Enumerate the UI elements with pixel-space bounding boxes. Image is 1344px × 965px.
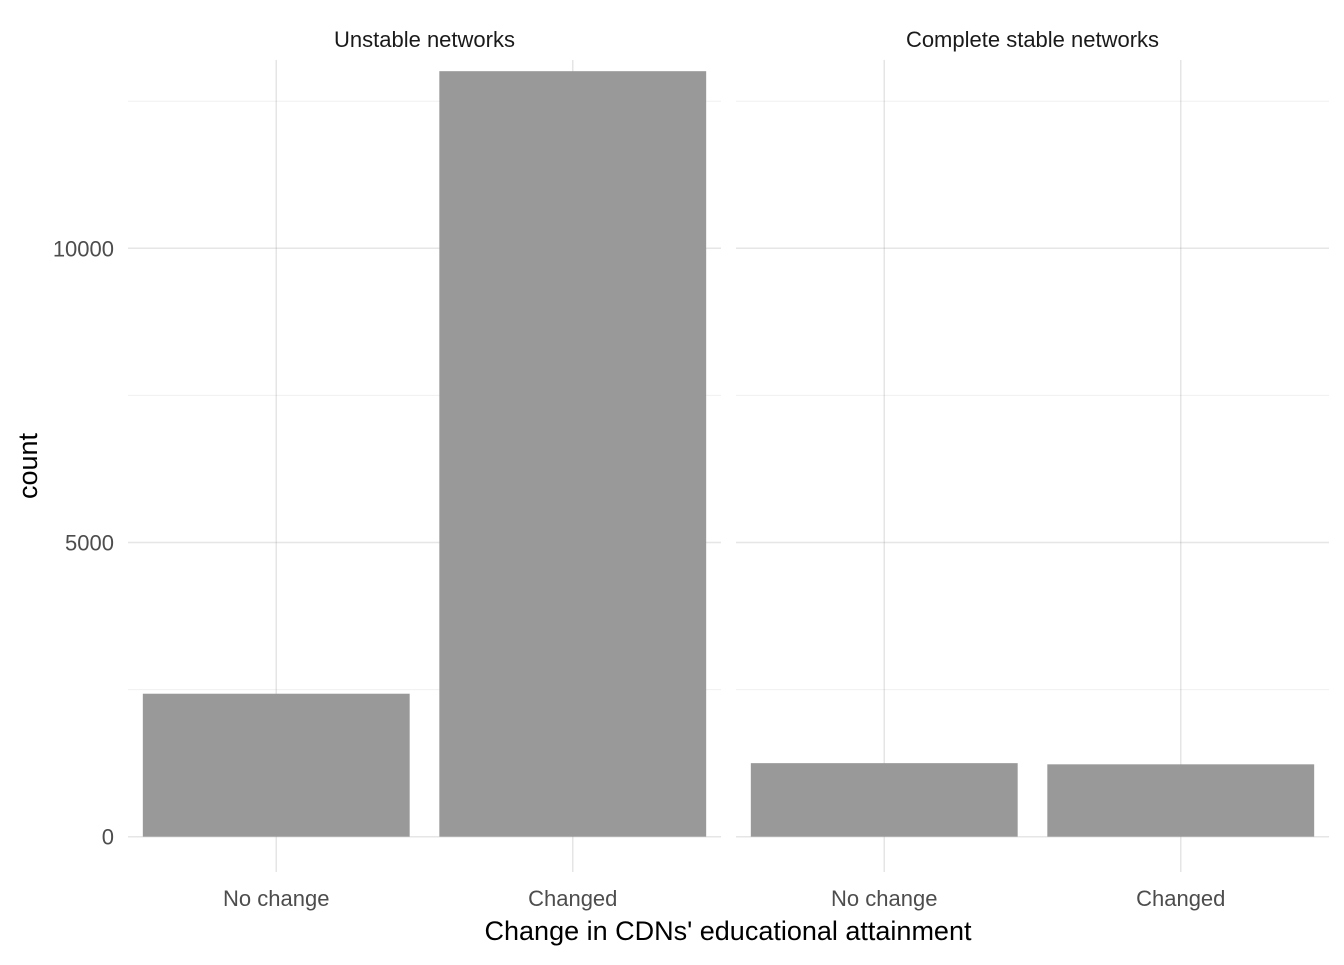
y-axis-title: count — [13, 432, 43, 499]
bar — [439, 71, 707, 837]
bar — [1047, 764, 1315, 837]
x-tick-label: Changed — [1136, 886, 1225, 911]
facet-title: Unstable networks — [334, 27, 515, 52]
facet-title: Complete stable networks — [906, 27, 1159, 52]
y-tick-label: 10000 — [53, 236, 114, 261]
bar — [750, 763, 1018, 837]
y-tick-label: 5000 — [65, 530, 114, 555]
x-tick-label: No change — [831, 886, 937, 911]
x-axis-title: Change in CDNs' educational attainment — [485, 916, 972, 946]
bar — [142, 693, 410, 837]
x-tick-label: No change — [223, 886, 329, 911]
x-tick-label: Changed — [528, 886, 617, 911]
y-tick-label: 0 — [102, 825, 114, 850]
